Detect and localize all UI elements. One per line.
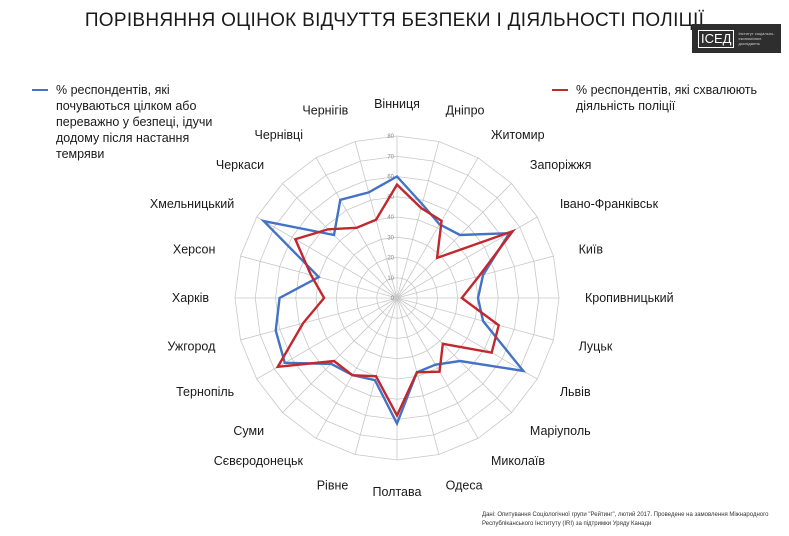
category-label: Одеса bbox=[446, 479, 483, 493]
category-label: Львів bbox=[560, 385, 591, 399]
grid-spoke bbox=[396, 255, 554, 299]
chart-title: ПОРІВНЯННЯ ОЦІНОК ВІДЧУТТЯ БЕЗПЕКИ І ДІЯ… bbox=[84, 10, 705, 31]
category-label: Тернопіль bbox=[176, 385, 234, 399]
legend-item-police: % респондентів, які схвалюють діяльність… bbox=[552, 82, 772, 114]
category-label: Житомир bbox=[491, 128, 545, 142]
category-label: Чернігів bbox=[302, 103, 348, 117]
category-label: Кропивницький bbox=[585, 291, 674, 305]
tick-label: 60 bbox=[387, 175, 394, 181]
legend-label-police: % респондентів, які схвалюють діяльність… bbox=[576, 83, 758, 113]
logo-caption: Інститут соціально-економічних досліджен… bbox=[738, 31, 775, 46]
category-label: Київ bbox=[579, 242, 604, 256]
grid-spoke bbox=[396, 297, 479, 439]
category-label: Полтава bbox=[373, 485, 422, 499]
category-label: Луцьк bbox=[579, 340, 613, 354]
tick-label: 50 bbox=[387, 195, 394, 201]
grid-spoke bbox=[396, 216, 538, 299]
category-label: Харків bbox=[172, 291, 209, 305]
category-label: Чернівці bbox=[255, 128, 304, 142]
category-label: Херсон bbox=[173, 242, 216, 256]
tick-label: 40 bbox=[387, 215, 394, 221]
grid-spoke bbox=[256, 216, 398, 299]
legend-item-safety: % респондентів, які почуваються цілком а… bbox=[32, 82, 232, 162]
legend-swatch-police bbox=[552, 89, 568, 91]
legend-swatch-safety bbox=[32, 89, 48, 91]
grid-spoke bbox=[396, 141, 440, 299]
tick-label: 20 bbox=[387, 256, 394, 262]
tick-label: 70 bbox=[387, 154, 394, 160]
grid-spoke bbox=[396, 297, 512, 413]
category-label: Рівне bbox=[317, 479, 349, 493]
category-label: Маріуполь bbox=[530, 424, 591, 438]
grid-spoke bbox=[282, 183, 398, 299]
tick-label: 30 bbox=[387, 235, 394, 241]
category-label: Вінниця bbox=[374, 97, 420, 111]
category-label: Сєвєродонецьк bbox=[214, 454, 304, 468]
category-label: Івано-Франківськ bbox=[560, 197, 659, 211]
grid-spoke bbox=[396, 183, 512, 299]
series-line-1 bbox=[275, 182, 517, 419]
iced-logo: ІСЕД Інститут соціально-економічних досл… bbox=[692, 24, 781, 53]
grid-spoke bbox=[396, 297, 554, 341]
category-label: Суми bbox=[233, 424, 264, 438]
category-label: Хмельницький bbox=[150, 197, 234, 211]
category-label: Запоріжжя bbox=[530, 158, 591, 172]
legend-label-safety: % респондентів, які почуваються цілком а… bbox=[56, 83, 213, 161]
category-label: Черкаси bbox=[216, 158, 264, 172]
grid-spoke bbox=[315, 297, 398, 439]
logo-mark: ІСЕД bbox=[698, 29, 735, 48]
grid-spoke bbox=[396, 157, 479, 299]
grid-spoke bbox=[282, 297, 398, 413]
tick-label: 0 bbox=[391, 296, 395, 302]
category-label: Миколаїв bbox=[491, 454, 545, 468]
tick-label: 80 bbox=[387, 134, 394, 140]
grid-spoke bbox=[396, 297, 538, 380]
grid-spoke bbox=[240, 297, 398, 341]
category-label: Дніпро bbox=[446, 103, 485, 117]
category-label: Ужгород bbox=[167, 340, 216, 354]
grid-spoke bbox=[396, 297, 440, 455]
tick-label: 10 bbox=[387, 276, 394, 282]
source-note: Дані: Опитування Соціологічної групи "Ре… bbox=[482, 512, 769, 527]
